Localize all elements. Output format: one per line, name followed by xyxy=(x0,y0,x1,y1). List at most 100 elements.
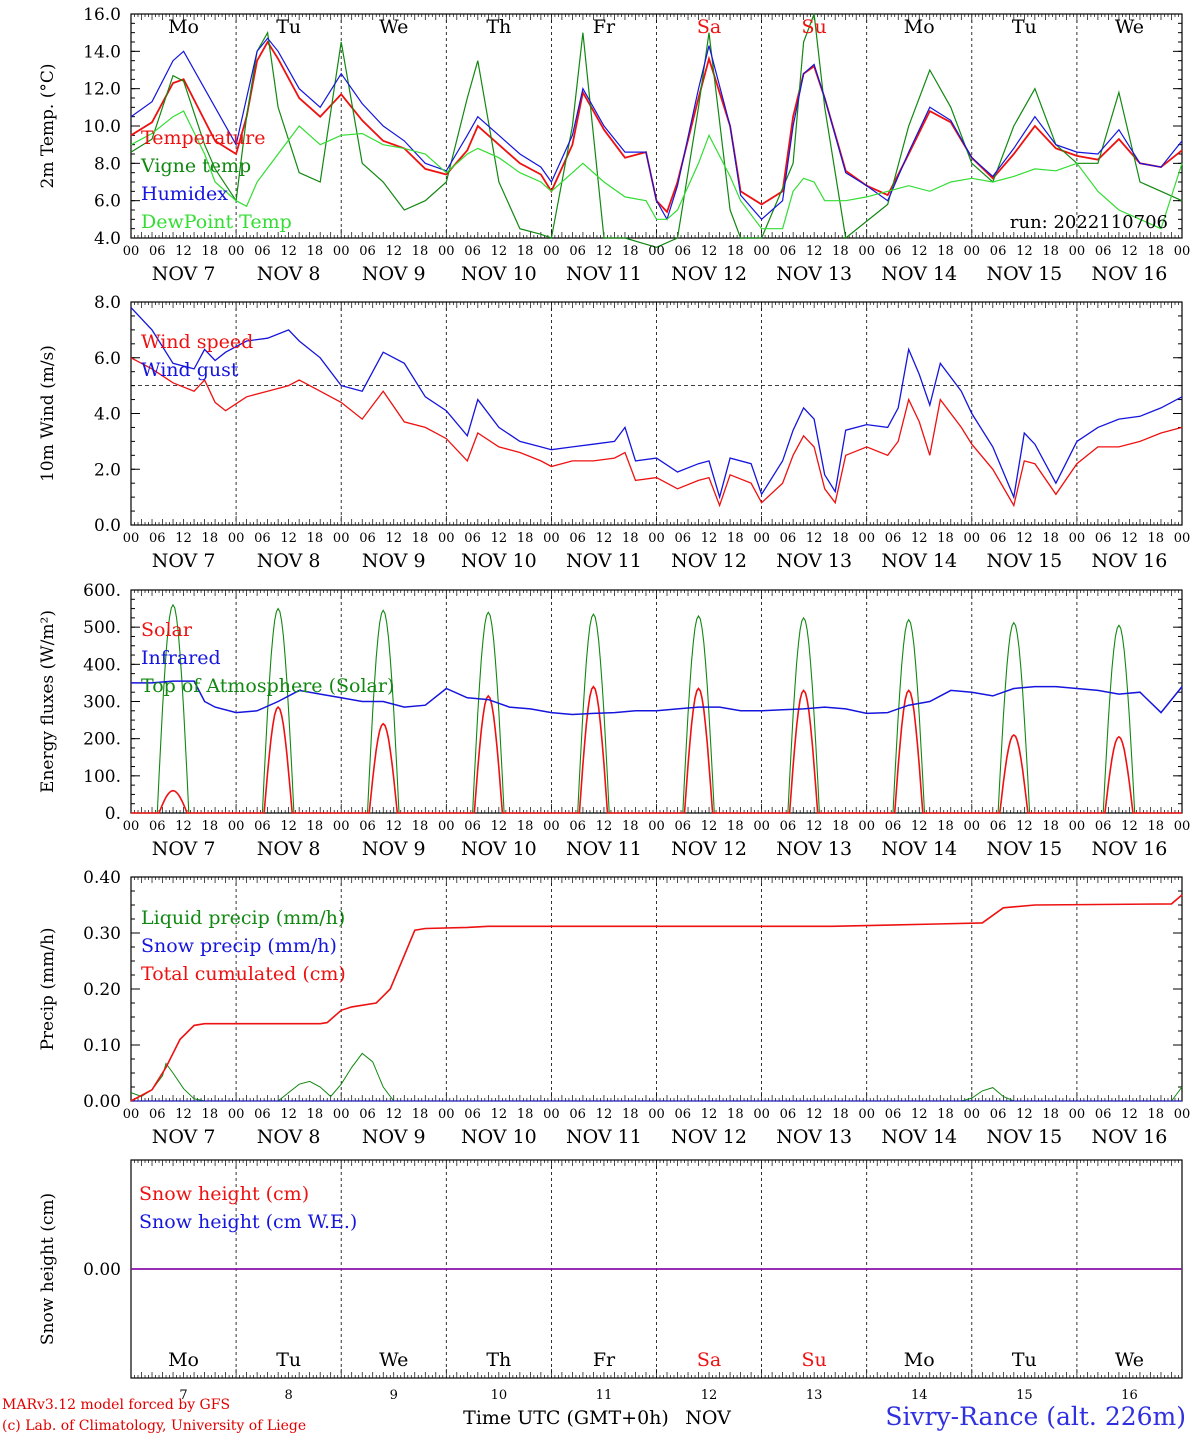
hour-tick-label: 18 xyxy=(1147,244,1164,259)
hour-tick-label: 00 xyxy=(964,244,981,259)
hour-tick-label: 18 xyxy=(412,244,429,259)
hour-tick-label: 12 xyxy=(385,244,402,259)
hour-tick-label: 00 xyxy=(753,1107,770,1122)
weekday-label: We xyxy=(379,16,408,38)
date-label: NOV 14 xyxy=(881,263,957,285)
hour-tick-label: 12 xyxy=(491,819,508,834)
y-tick-label: 4.0 xyxy=(94,229,121,249)
hour-tick-label: 00 xyxy=(543,244,560,259)
weekday-label: Su xyxy=(802,1349,827,1371)
hour-tick-label: 18 xyxy=(832,819,849,834)
hour-tick-label: 06 xyxy=(675,1107,692,1122)
date-label: NOV 8 xyxy=(257,550,321,572)
weekday-label: Mo xyxy=(904,16,935,38)
weekday-label: Mo xyxy=(168,1349,199,1371)
hour-tick-label: 12 xyxy=(701,531,718,546)
y-tick-label: 6.0 xyxy=(94,349,121,369)
hour-tick-label: 12 xyxy=(175,819,192,834)
series-blue xyxy=(130,307,1183,500)
hour-tick-label: 06 xyxy=(1095,244,1112,259)
hour-tick-label: 06 xyxy=(885,1107,902,1122)
hour-tick-label: 18 xyxy=(517,244,534,259)
date-label: NOV 7 xyxy=(152,263,216,285)
hour-tick-label: 18 xyxy=(832,1107,849,1122)
series-red xyxy=(130,40,1183,214)
weekday-label: Sa xyxy=(697,1349,721,1371)
hour-tick-label: 00 xyxy=(333,1107,350,1122)
hour-tick-label: 00 xyxy=(543,531,560,546)
hour-tick-label: 18 xyxy=(1042,244,1059,259)
date-label: NOV 15 xyxy=(986,263,1062,285)
day-number-label: 10 xyxy=(491,1388,508,1403)
y-tick-label: 0. xyxy=(105,804,121,824)
legend-dewpoint-temp: DewPoint Temp xyxy=(141,211,292,233)
legend-snow-height-cm: Snow height (cm) xyxy=(139,1183,309,1205)
hour-tick-label: 06 xyxy=(569,244,586,259)
hour-tick-label: 00 xyxy=(333,244,350,259)
date-label: NOV 11 xyxy=(566,1126,642,1148)
hour-tick-label: 00 xyxy=(648,1107,665,1122)
day-number-label: 8 xyxy=(285,1388,293,1403)
date-label: NOV 8 xyxy=(257,1126,321,1148)
hour-tick-label: 18 xyxy=(1042,819,1059,834)
y-tick-label: 14.0 xyxy=(83,42,121,62)
date-label: NOV 10 xyxy=(461,263,537,285)
hour-tick-label: 18 xyxy=(412,1107,429,1122)
weekday-label: Th xyxy=(486,1349,511,1371)
hour-tick-label: 18 xyxy=(517,819,534,834)
hour-tick-label: 00 xyxy=(858,531,875,546)
hour-tick-label: 18 xyxy=(727,531,744,546)
weekday-label: Sa xyxy=(697,16,721,38)
legend-vigne-temp: Vigne temp xyxy=(140,155,251,177)
date-label: NOV 12 xyxy=(671,838,747,860)
y-tick-label: 6.0 xyxy=(94,192,121,212)
hour-tick-label: 18 xyxy=(412,819,429,834)
hour-tick-label: 06 xyxy=(254,244,271,259)
date-label: NOV 16 xyxy=(1092,550,1168,572)
hour-tick-label: 18 xyxy=(832,531,849,546)
hour-tick-label: 18 xyxy=(937,531,954,546)
weekday-label: Fr xyxy=(593,16,616,38)
hour-tick-label: 06 xyxy=(359,531,376,546)
hour-tick-label: 00 xyxy=(858,1107,875,1122)
hour-tick-label: 12 xyxy=(1121,244,1138,259)
hour-tick-label: 06 xyxy=(149,1107,166,1122)
y-tick-label: 300. xyxy=(83,693,121,713)
legend-liquid-precip-mm-h: Liquid precip (mm/h) xyxy=(141,907,345,929)
hour-tick-label: 18 xyxy=(727,819,744,834)
y-tick-label: 600. xyxy=(83,581,121,601)
date-label: NOV 16 xyxy=(1092,1126,1168,1148)
hour-tick-label: 06 xyxy=(885,531,902,546)
date-label: NOV 9 xyxy=(362,1126,426,1148)
hour-tick-label: 00 xyxy=(543,819,560,834)
credit-model: MARv3.12 model forced by GFS xyxy=(2,1397,231,1413)
legend-temperature: Temperature xyxy=(141,127,265,149)
date-label: NOV 13 xyxy=(776,1126,852,1148)
date-label: NOV 10 xyxy=(461,838,537,860)
weekday-label: We xyxy=(379,1349,408,1371)
hour-tick-label: 12 xyxy=(701,1107,718,1122)
weekday-label: We xyxy=(1115,16,1144,38)
y-tick-label: 100. xyxy=(83,767,121,787)
hour-tick-label: 12 xyxy=(491,1107,508,1122)
hour-tick-label: 00 xyxy=(438,1107,455,1122)
panel-3: 0. 100. 200. 300. 400. 500. 600. Energy fluxes … xyxy=(38,581,1190,860)
hour-tick-label: 00 xyxy=(964,819,981,834)
hour-tick-label: 12 xyxy=(175,1107,192,1122)
hour-tick-label: 00 xyxy=(438,531,455,546)
hour-tick-label: 00 xyxy=(753,531,770,546)
weekday-label: Tu xyxy=(1012,1349,1037,1371)
hour-tick-label: 12 xyxy=(1016,1107,1033,1122)
hour-tick-label: 12 xyxy=(596,244,613,259)
day-number-label: 11 xyxy=(596,1388,613,1403)
day-number-label: 15 xyxy=(1016,1388,1033,1403)
hour-tick-label: 06 xyxy=(1095,819,1112,834)
y-tick-label: 0.40 xyxy=(83,868,121,888)
date-label: NOV 10 xyxy=(461,550,537,572)
hour-tick-label: 12 xyxy=(491,244,508,259)
legend-top-of-atmosphere-solar: Top of Atmosphere (Solar) xyxy=(141,675,394,697)
credit-lab: (c) Lab. of Climatology, University of L… xyxy=(2,1418,307,1434)
legend-snow-precip-mm-h: Snow precip (mm/h) xyxy=(141,935,337,957)
hour-tick-label: 00 xyxy=(1069,819,1086,834)
